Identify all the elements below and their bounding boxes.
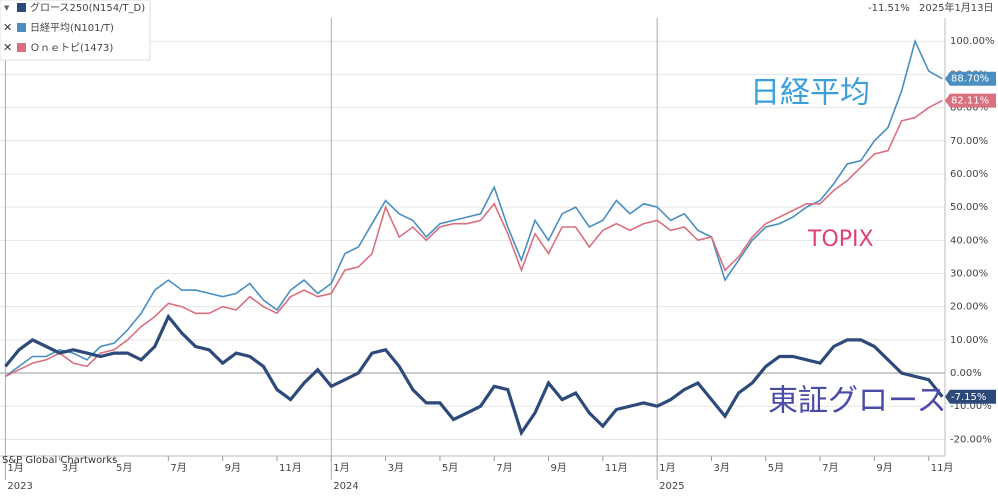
y-tick-label: 10.00%: [950, 335, 988, 346]
x-tick-label: 5月: [768, 462, 784, 474]
series-line: [4, 313, 944, 437]
x-tick-label: 5月: [442, 462, 458, 474]
x-tick-label: 7月: [822, 462, 838, 474]
y-tick-label: 60.00%: [950, 169, 988, 180]
year-label: 2023: [7, 481, 32, 492]
legend-remove: ✕: [3, 41, 12, 54]
x-tick-label: 3月: [713, 462, 729, 474]
x-tick-label: 3月: [388, 462, 404, 474]
end-label: 82.11%: [951, 96, 989, 107]
y-tick-label: 100.00%: [950, 36, 995, 47]
x-tick-label: 5月: [116, 462, 132, 474]
annotation: TOPIX: [807, 227, 874, 252]
y-tick-label: 30.00%: [950, 269, 988, 280]
end-label-box: [945, 71, 996, 86]
legend-swatch: [17, 43, 26, 52]
series-line: [4, 38, 943, 378]
x-tick-label: 11月: [605, 462, 628, 474]
end-label: 88.70%: [951, 74, 989, 85]
x-tick-label: 9月: [876, 462, 892, 474]
series-line: [5, 99, 943, 378]
source: S&P Global Chartworks: [2, 455, 117, 466]
x-tick-label: 3月: [62, 462, 78, 474]
y-tick-label: 20.00%: [950, 302, 988, 313]
x-tick-label: 7月: [496, 462, 512, 474]
year-label: 2024: [333, 481, 358, 492]
end-label-box: [945, 389, 996, 404]
legend-swatch: [17, 23, 26, 32]
x-tick-label: 11月: [279, 462, 302, 474]
annotation: 日経平均: [750, 76, 870, 111]
y-tick-label: 50.00%: [950, 202, 988, 213]
y-tick-label: 70.00%: [950, 136, 988, 147]
x-tick-label: 11月: [931, 462, 954, 474]
end-label: -7.15%: [951, 392, 986, 403]
header-date: 2025年1月13日: [919, 1, 994, 14]
legend-label: 日経平均(N101/T): [30, 21, 114, 34]
y-tick-label: 40.00%: [950, 235, 988, 246]
x-tick-label: 9月: [551, 462, 567, 474]
y-tick-label: 80.00%: [950, 103, 988, 114]
y-tick-label: 0.00%: [950, 368, 982, 379]
x-tick-label: 1月: [659, 462, 675, 474]
header-value: -11.51%: [868, 3, 910, 14]
legend-label: グロース250(N154/T_D): [30, 1, 145, 14]
legend-arrow: ▼: [4, 4, 10, 12]
x-tick-label: 7月: [170, 462, 186, 474]
legend-label: Ｏｎｅトピ(1473): [30, 42, 113, 54]
x-tick-label: 1月: [7, 462, 23, 474]
end-label-box: [945, 93, 996, 108]
year-label: 2025: [659, 481, 684, 492]
y-tick-label: -20.00%: [950, 434, 992, 445]
annotation: 東証グロース: [768, 384, 947, 419]
legend-swatch: [17, 3, 26, 12]
legend-remove: ✕: [3, 21, 12, 34]
x-tick-label: 1月: [333, 462, 349, 474]
y-tick-label: -10.00%: [950, 401, 992, 412]
x-tick-label: 9月: [225, 462, 241, 474]
